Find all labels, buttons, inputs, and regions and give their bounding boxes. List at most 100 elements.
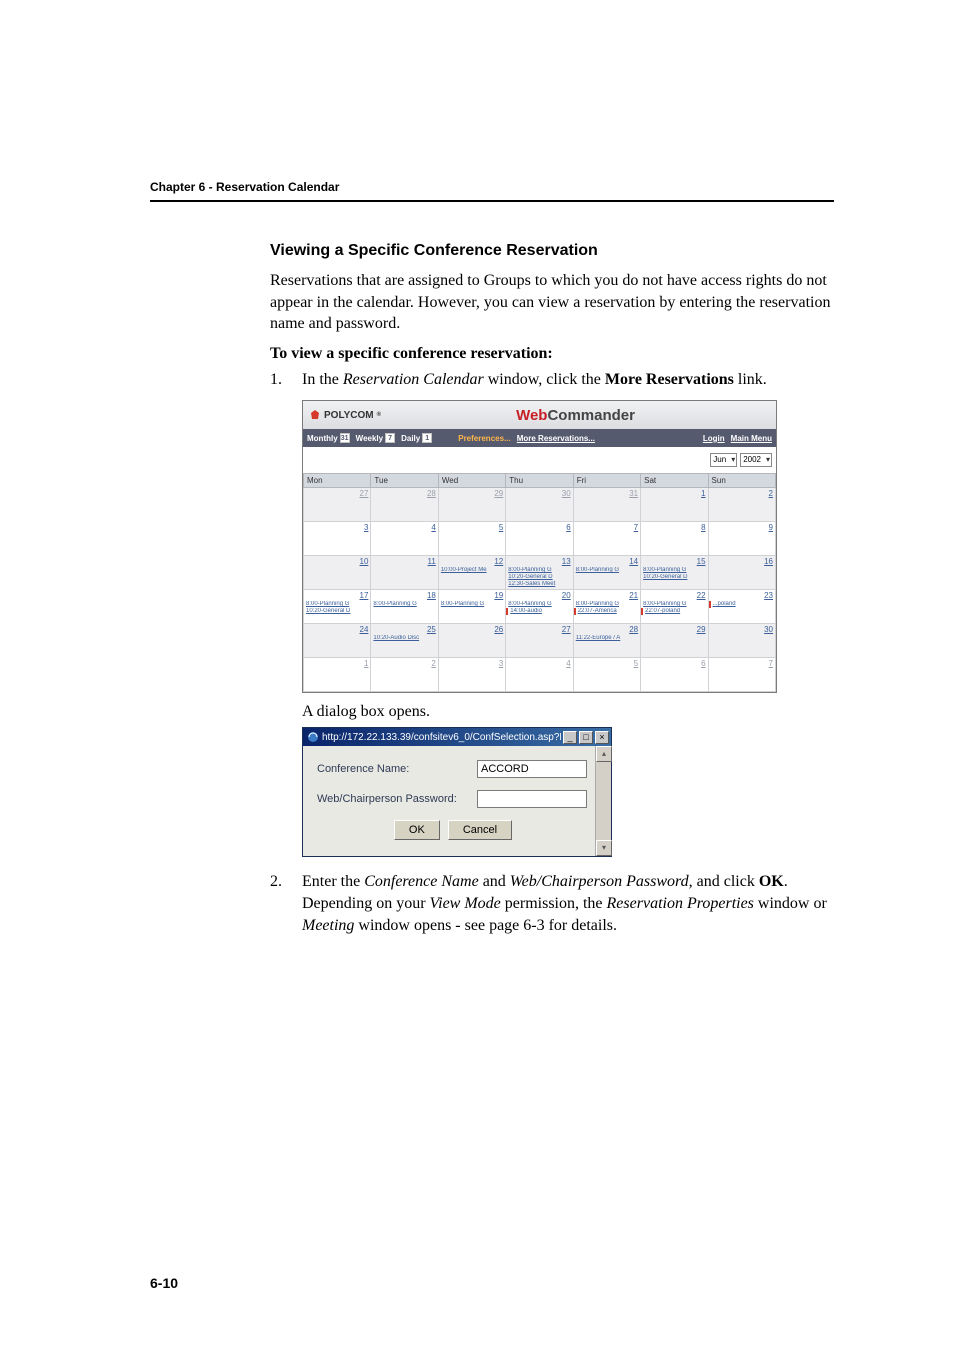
scrollbar[interactable]: ▴ ▾ (595, 746, 611, 856)
reservation-event[interactable]: 8:00-Planning G (506, 601, 572, 608)
calendar-day-cell[interactable]: 3 (304, 522, 371, 556)
conference-name-input[interactable] (477, 760, 587, 778)
scroll-up-icon[interactable]: ▴ (596, 746, 612, 762)
calendar-day-cell[interactable]: 4 (506, 658, 573, 692)
close-button[interactable]: × (595, 731, 609, 744)
day-number[interactable]: 26 (439, 624, 505, 635)
reservation-event[interactable]: 8:00-Planning G (371, 601, 437, 608)
day-number[interactable]: 20 (506, 590, 572, 601)
month-select[interactable]: Jun (710, 453, 737, 467)
day-number[interactable]: 10 (304, 556, 370, 567)
reservation-event[interactable]: 8:00-Planning G (304, 601, 370, 608)
day-number[interactable]: 2 (371, 658, 437, 669)
calendar-day-cell[interactable]: 4 (371, 522, 438, 556)
day-number[interactable]: 27 (506, 624, 572, 635)
calendar-day-cell[interactable]: 3 (438, 658, 505, 692)
reservation-event[interactable]: 8:00-Planning G (439, 601, 505, 608)
reservation-event[interactable]: 8:00-Planning G (506, 567, 572, 574)
calendar-day-cell[interactable]: 6 (506, 522, 573, 556)
reservation-event[interactable]: 10:20-General D (506, 574, 572, 581)
calendar-day-cell[interactable]: 148:00-Planning G (573, 556, 640, 590)
calendar-day-cell[interactable]: 2510:20-Audio Disc (371, 624, 438, 658)
reservation-event[interactable]: 22:07-America (574, 608, 640, 615)
calendar-day-cell[interactable]: 11 (371, 556, 438, 590)
calendar-day-cell[interactable]: 6 (641, 658, 708, 692)
calendar-day-cell[interactable]: 7 (708, 658, 775, 692)
calendar-day-cell[interactable]: 30 (708, 624, 775, 658)
day-number[interactable]: 13 (506, 556, 572, 567)
day-number[interactable]: 7 (709, 658, 775, 669)
day-number[interactable]: 18 (371, 590, 437, 601)
daily-view-button[interactable]: Daily1 (401, 433, 432, 443)
day-number[interactable]: 27 (304, 488, 370, 499)
calendar-day-cell[interactable]: 30 (506, 488, 573, 522)
calendar-day-cell[interactable]: 158:00-Planning G10:20-General D (641, 556, 708, 590)
reservation-event[interactable]: 10:20-General D (304, 608, 370, 615)
password-input[interactable] (477, 790, 587, 808)
day-number[interactable]: 11 (371, 556, 437, 567)
day-number[interactable]: 5 (574, 658, 640, 669)
day-number[interactable]: 30 (506, 488, 572, 499)
calendar-day-cell[interactable]: 2 (708, 488, 775, 522)
day-number[interactable]: 21 (574, 590, 640, 601)
calendar-day-cell[interactable]: 138:00-Planning G10:20-General D12:30-Sa… (506, 556, 573, 590)
reservation-event[interactable]: 22:07-poland (641, 608, 707, 615)
day-number[interactable]: 16 (709, 556, 775, 567)
day-number[interactable]: 12 (439, 556, 505, 567)
calendar-day-cell[interactable]: 2811:22-Europe / A (573, 624, 640, 658)
preferences-link[interactable]: Preferences... (458, 434, 510, 443)
reservation-event[interactable]: ...poland (709, 601, 775, 608)
calendar-day-cell[interactable]: 29 (438, 488, 505, 522)
scroll-down-icon[interactable]: ▾ (596, 840, 612, 856)
day-number[interactable]: 31 (574, 488, 640, 499)
calendar-day-cell[interactable]: 5 (438, 522, 505, 556)
calendar-day-cell[interactable]: 27 (304, 488, 371, 522)
reservation-event[interactable]: 8:00-Planning G (641, 567, 707, 574)
day-number[interactable]: 6 (641, 658, 707, 669)
day-number[interactable]: 29 (439, 488, 505, 499)
calendar-day-cell[interactable]: 28 (371, 488, 438, 522)
calendar-day-cell[interactable]: 23...poland (708, 590, 775, 624)
calendar-day-cell[interactable]: 1210:00-Project Me (438, 556, 505, 590)
day-number[interactable]: 3 (439, 658, 505, 669)
day-number[interactable]: 3 (304, 522, 370, 533)
year-select[interactable]: 2002 (740, 453, 772, 467)
calendar-day-cell[interactable]: 1 (304, 658, 371, 692)
more-reservations-link[interactable]: More Reservations... (517, 434, 595, 443)
reservation-event[interactable]: 11:22-Europe / A (574, 635, 640, 642)
day-number[interactable]: 28 (574, 624, 640, 635)
calendar-day-cell[interactable]: 8 (641, 522, 708, 556)
login-link[interactable]: Login (703, 434, 725, 443)
minimize-button[interactable]: _ (563, 731, 577, 744)
day-number[interactable]: 28 (371, 488, 437, 499)
day-number[interactable]: 4 (371, 522, 437, 533)
reservation-event[interactable]: 12:30-Sales Meet (506, 581, 572, 588)
day-number[interactable]: 23 (709, 590, 775, 601)
calendar-day-cell[interactable]: 218:00-Planning G22:07-America (573, 590, 640, 624)
day-number[interactable]: 2 (709, 488, 775, 499)
cancel-button[interactable]: Cancel (448, 820, 512, 840)
calendar-day-cell[interactable]: 9 (708, 522, 775, 556)
calendar-day-cell[interactable]: 178:00-Planning G10:20-General D (304, 590, 371, 624)
calendar-day-cell[interactable]: 5 (573, 658, 640, 692)
calendar-day-cell[interactable]: 7 (573, 522, 640, 556)
day-number[interactable]: 6 (506, 522, 572, 533)
calendar-day-cell[interactable]: 26 (438, 624, 505, 658)
calendar-day-cell[interactable]: 29 (641, 624, 708, 658)
day-number[interactable]: 15 (641, 556, 707, 567)
day-number[interactable]: 29 (641, 624, 707, 635)
ok-button[interactable]: OK (394, 820, 440, 840)
calendar-day-cell[interactable]: 27 (506, 624, 573, 658)
reservation-event[interactable]: 8:00-Planning G (574, 567, 640, 574)
reservation-event[interactable]: 10:00-Project Me (439, 567, 505, 574)
monthly-view-button[interactable]: Monthly31 (307, 433, 350, 443)
reservation-event[interactable]: 10:20-General D (641, 574, 707, 581)
day-number[interactable]: 25 (371, 624, 437, 635)
day-number[interactable]: 14 (574, 556, 640, 567)
calendar-day-cell[interactable]: 10 (304, 556, 371, 590)
day-number[interactable]: 1 (641, 488, 707, 499)
day-number[interactable]: 4 (506, 658, 572, 669)
calendar-day-cell[interactable]: 16 (708, 556, 775, 590)
calendar-day-cell[interactable]: 24 (304, 624, 371, 658)
reservation-event[interactable]: 8:00-Planning G (574, 601, 640, 608)
